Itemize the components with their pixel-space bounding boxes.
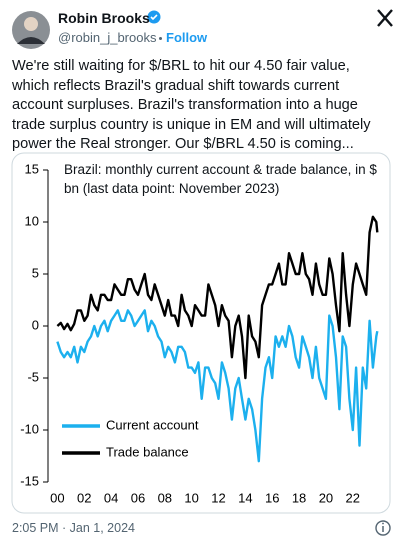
x-tick-label: 14: [238, 490, 252, 505]
author-name[interactable]: Robin Brooks: [58, 10, 150, 26]
x-tick-label: 06: [131, 490, 145, 505]
x-logo[interactable]: [377, 9, 393, 27]
x-tick-label: 20: [319, 490, 333, 505]
y-tick-label: -10: [20, 421, 39, 436]
follow-button[interactable]: Follow: [166, 30, 208, 45]
x-tick-label: 22: [346, 490, 360, 505]
author-handle[interactable]: @robin_j_brooks: [58, 30, 157, 45]
series-line: [56, 309, 379, 463]
legend-label: Trade balance: [106, 444, 189, 459]
y-tick-label: 5: [32, 265, 39, 280]
x-tick-label: 18: [292, 490, 306, 505]
chart-title: Brazil: monthly current account & trade …: [64, 162, 377, 196]
y-tick-label: -5: [27, 369, 39, 384]
separator-dot: [159, 37, 162, 40]
x-tick-label: 04: [104, 490, 118, 505]
avatar-face: [24, 17, 38, 31]
timestamp[interactable]: 2:05 PM · Jan 1, 2024: [12, 521, 135, 535]
x-tick-label: 08: [158, 490, 172, 505]
series-line: [56, 215, 379, 380]
x-tick-label: 16: [265, 490, 279, 505]
x-tick-label: 10: [184, 490, 198, 505]
y-tick-label: 15: [25, 161, 39, 176]
x-tick-label: 02: [77, 490, 91, 505]
info-icon[interactable]: [375, 520, 391, 536]
legend-label: Current account: [106, 417, 199, 432]
verified-check: [150, 14, 158, 21]
y-tick-label: 0: [32, 317, 39, 332]
y-tick-label: -15: [20, 473, 39, 488]
avatar-body: [17, 37, 45, 44]
x-tick-label: 00: [50, 490, 64, 505]
tweet-text: We're still waiting for $/BRL to hit our…: [12, 58, 371, 152]
y-tick-label: 10: [25, 213, 39, 228]
media-frame: [11, 152, 391, 514]
info-icon-dot: [382, 522, 384, 525]
x-tick-label: 12: [211, 490, 225, 505]
